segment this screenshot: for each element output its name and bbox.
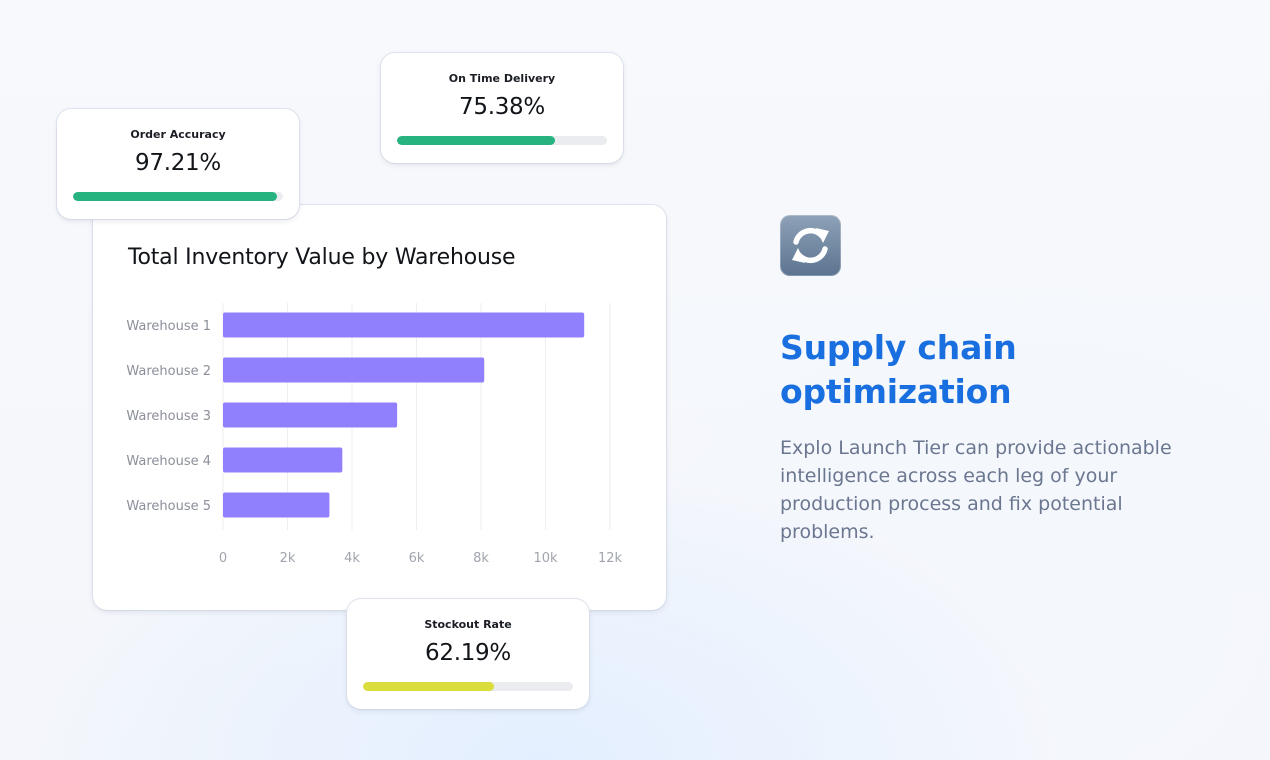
category-label: Warehouse 3 bbox=[126, 409, 211, 424]
x-tick-label: 0 bbox=[219, 551, 227, 566]
x-tick-label: 4k bbox=[344, 551, 360, 566]
x-tick-label: 6k bbox=[409, 551, 425, 566]
x-tick-label: 12k bbox=[598, 551, 623, 566]
kpi-value: 75.38% bbox=[459, 94, 545, 120]
feature-title: Supply chain optimization bbox=[780, 328, 1017, 411]
x-tick-label: 8k bbox=[473, 551, 489, 566]
kpi-label: Order Accuracy bbox=[130, 128, 226, 141]
category-label: Warehouse 1 bbox=[126, 319, 211, 334]
kpi-on-time-delivery-card: On Time Delivery 75.38% bbox=[381, 53, 623, 163]
kpi-value: 97.21% bbox=[135, 150, 221, 176]
category-label: Warehouse 5 bbox=[126, 499, 211, 514]
feature-description: Explo Launch Tier can provide actionable… bbox=[780, 437, 1172, 543]
progress-track bbox=[73, 192, 283, 201]
kpi-label: On Time Delivery bbox=[448, 72, 556, 85]
inventory-chart-card: Total Inventory Value by Warehouse Wareh… bbox=[93, 205, 666, 610]
kpi-order-accuracy-card: Order Accuracy 97.21% bbox=[57, 109, 299, 219]
category-label: Warehouse 4 bbox=[126, 454, 211, 469]
x-tick-label: 10k bbox=[533, 551, 558, 566]
kpi-value: 62.19% bbox=[425, 640, 511, 666]
x-tick-label: 2k bbox=[280, 551, 296, 566]
chart-title: Total Inventory Value by Warehouse bbox=[128, 245, 516, 270]
category-label: Warehouse 2 bbox=[126, 364, 211, 379]
kpi-stockout-rate-card: Stockout Rate 62.19% bbox=[347, 599, 589, 709]
kpi-label: Stockout Rate bbox=[424, 618, 512, 631]
progress-fill bbox=[73, 192, 278, 201]
progress-track bbox=[397, 136, 607, 145]
bar bbox=[223, 312, 585, 338]
progress-fill bbox=[363, 682, 494, 691]
progress-fill bbox=[397, 136, 556, 145]
progress-track bbox=[363, 682, 573, 691]
bar bbox=[223, 447, 343, 473]
bar bbox=[223, 492, 330, 518]
bar-chart: Warehouse 1 Warehouse 2 Warehouse 3 Warehou… bbox=[126, 303, 623, 566]
bar bbox=[223, 402, 398, 428]
bar bbox=[223, 357, 485, 383]
sync-icon bbox=[780, 215, 841, 276]
